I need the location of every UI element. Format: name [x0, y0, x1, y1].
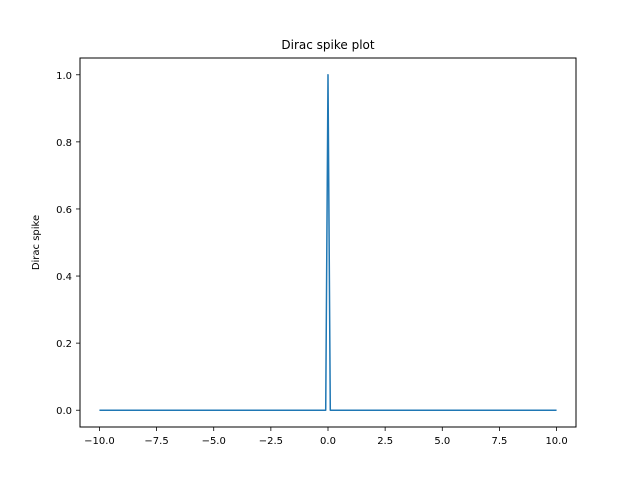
x-tick-label: −2.5 — [259, 436, 283, 447]
y-tick-label: 1.0 — [56, 71, 72, 82]
x-tick-label: −7.5 — [144, 436, 168, 447]
x-axis: −10.0 −7.5 −5.0 −2.5 0.0 2.5 5.0 7.5 10.0 — [84, 427, 568, 447]
y-tick-label: 0.6 — [56, 205, 72, 216]
x-tick-label: 7.5 — [491, 436, 507, 447]
x-tick-label: 5.0 — [434, 436, 450, 447]
x-tick-label: −5.0 — [202, 436, 226, 447]
x-tick-label: −10.0 — [84, 436, 115, 447]
x-tick-label: 10.0 — [545, 436, 567, 447]
y-tick-label: 0.0 — [56, 406, 72, 417]
y-axis: 0.0 0.2 0.4 0.6 0.8 1.0 — [56, 71, 80, 417]
chart-title: Dirac spike plot — [281, 38, 374, 52]
y-axis-label: Dirac spike — [31, 215, 42, 270]
y-tick-label: 0.4 — [56, 272, 72, 283]
y-tick-label: 0.2 — [56, 339, 72, 350]
x-tick-label: 2.5 — [377, 436, 393, 447]
series-layer — [99, 74, 557, 411]
series-line-0 — [99, 74, 557, 411]
y-tick-label: 0.8 — [56, 138, 72, 149]
x-tick-label: 0.0 — [320, 436, 336, 447]
